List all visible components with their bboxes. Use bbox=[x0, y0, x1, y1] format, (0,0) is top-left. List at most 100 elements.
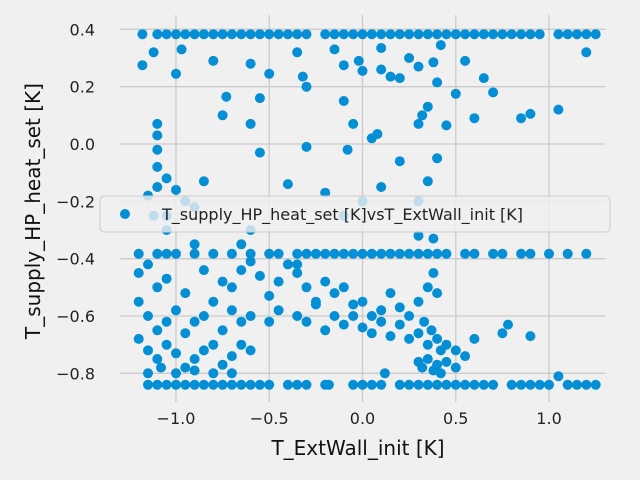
data-point bbox=[148, 47, 159, 58]
data-point bbox=[366, 311, 377, 321]
data-point bbox=[189, 379, 200, 390]
data-point bbox=[236, 265, 247, 276]
data-point bbox=[264, 379, 275, 390]
data-point bbox=[208, 29, 219, 40]
data-point bbox=[441, 120, 452, 131]
data-point bbox=[348, 311, 359, 321]
data-point bbox=[460, 55, 471, 66]
data-point bbox=[217, 359, 228, 370]
data-point bbox=[310, 248, 321, 259]
data-point bbox=[310, 299, 321, 310]
data-point bbox=[385, 29, 396, 40]
data-point bbox=[413, 248, 424, 259]
data-point bbox=[525, 108, 536, 119]
data-point bbox=[394, 73, 405, 84]
data-point bbox=[432, 379, 443, 390]
data-point bbox=[176, 44, 187, 55]
data-point bbox=[226, 379, 237, 390]
data-point bbox=[301, 316, 312, 327]
data-point bbox=[301, 141, 312, 152]
data-point bbox=[236, 29, 247, 40]
data-point bbox=[581, 47, 592, 58]
data-point bbox=[245, 345, 256, 356]
data-point bbox=[171, 305, 181, 316]
data-point bbox=[376, 29, 387, 40]
data-point bbox=[404, 29, 415, 40]
data-point bbox=[376, 305, 387, 316]
x-tick-label: 0.0 bbox=[350, 409, 375, 428]
data-point bbox=[516, 248, 527, 259]
data-point bbox=[394, 379, 405, 390]
data-point bbox=[435, 40, 446, 51]
data-point bbox=[297, 71, 308, 82]
data-point bbox=[137, 60, 148, 71]
data-point bbox=[404, 53, 415, 63]
data-point bbox=[245, 256, 256, 267]
data-point bbox=[413, 230, 424, 241]
data-point bbox=[152, 144, 163, 155]
data-point bbox=[292, 259, 303, 270]
data-point bbox=[338, 29, 349, 40]
data-point bbox=[152, 182, 163, 192]
data-point bbox=[460, 379, 471, 390]
data-point bbox=[236, 239, 247, 250]
data-point bbox=[553, 371, 564, 382]
data-point bbox=[143, 379, 153, 390]
data-point bbox=[245, 29, 256, 40]
data-point bbox=[301, 81, 312, 92]
x-tick-label: −0.5 bbox=[250, 409, 289, 428]
data-point bbox=[152, 248, 163, 259]
data-point bbox=[301, 282, 312, 293]
data-point bbox=[320, 248, 331, 259]
data-point bbox=[198, 265, 209, 276]
data-point bbox=[180, 288, 191, 299]
data-point bbox=[422, 176, 433, 187]
data-point bbox=[348, 29, 359, 40]
data-point bbox=[264, 248, 275, 259]
data-point bbox=[366, 29, 377, 40]
data-point bbox=[376, 43, 387, 53]
data-point bbox=[189, 365, 200, 376]
data-point bbox=[488, 379, 499, 390]
data-point bbox=[329, 311, 340, 321]
data-point bbox=[217, 325, 228, 336]
data-point bbox=[422, 354, 433, 364]
data-point bbox=[417, 362, 428, 373]
data-point bbox=[189, 316, 200, 327]
data-point bbox=[198, 345, 209, 356]
data-point bbox=[413, 29, 424, 40]
data-point bbox=[152, 118, 163, 129]
data-point bbox=[469, 333, 480, 344]
data-point bbox=[226, 368, 237, 379]
data-point bbox=[497, 29, 508, 40]
data-point bbox=[441, 29, 452, 40]
data-point bbox=[432, 77, 443, 88]
data-point bbox=[198, 176, 209, 187]
data-point bbox=[357, 322, 368, 333]
data-point bbox=[379, 368, 390, 379]
data-point bbox=[329, 29, 340, 40]
data-point bbox=[329, 44, 340, 55]
data-point bbox=[161, 273, 172, 284]
data-point bbox=[320, 276, 331, 287]
data-point bbox=[152, 130, 163, 141]
data-point bbox=[428, 57, 439, 68]
data-point bbox=[273, 29, 284, 40]
data-point bbox=[171, 368, 181, 379]
data-point bbox=[516, 379, 527, 390]
data-point bbox=[413, 379, 424, 390]
data-point bbox=[394, 248, 405, 259]
data-point bbox=[171, 248, 181, 259]
data-point bbox=[488, 87, 499, 98]
data-point bbox=[450, 88, 461, 99]
data-point bbox=[171, 68, 181, 79]
data-point bbox=[338, 248, 349, 259]
data-point bbox=[357, 296, 368, 307]
data-point bbox=[320, 29, 331, 40]
data-point bbox=[320, 325, 331, 336]
data-point bbox=[171, 184, 181, 195]
y-tick-label: −0.6 bbox=[56, 307, 95, 326]
data-point bbox=[450, 29, 461, 40]
data-point bbox=[419, 316, 430, 327]
data-point bbox=[348, 118, 359, 129]
